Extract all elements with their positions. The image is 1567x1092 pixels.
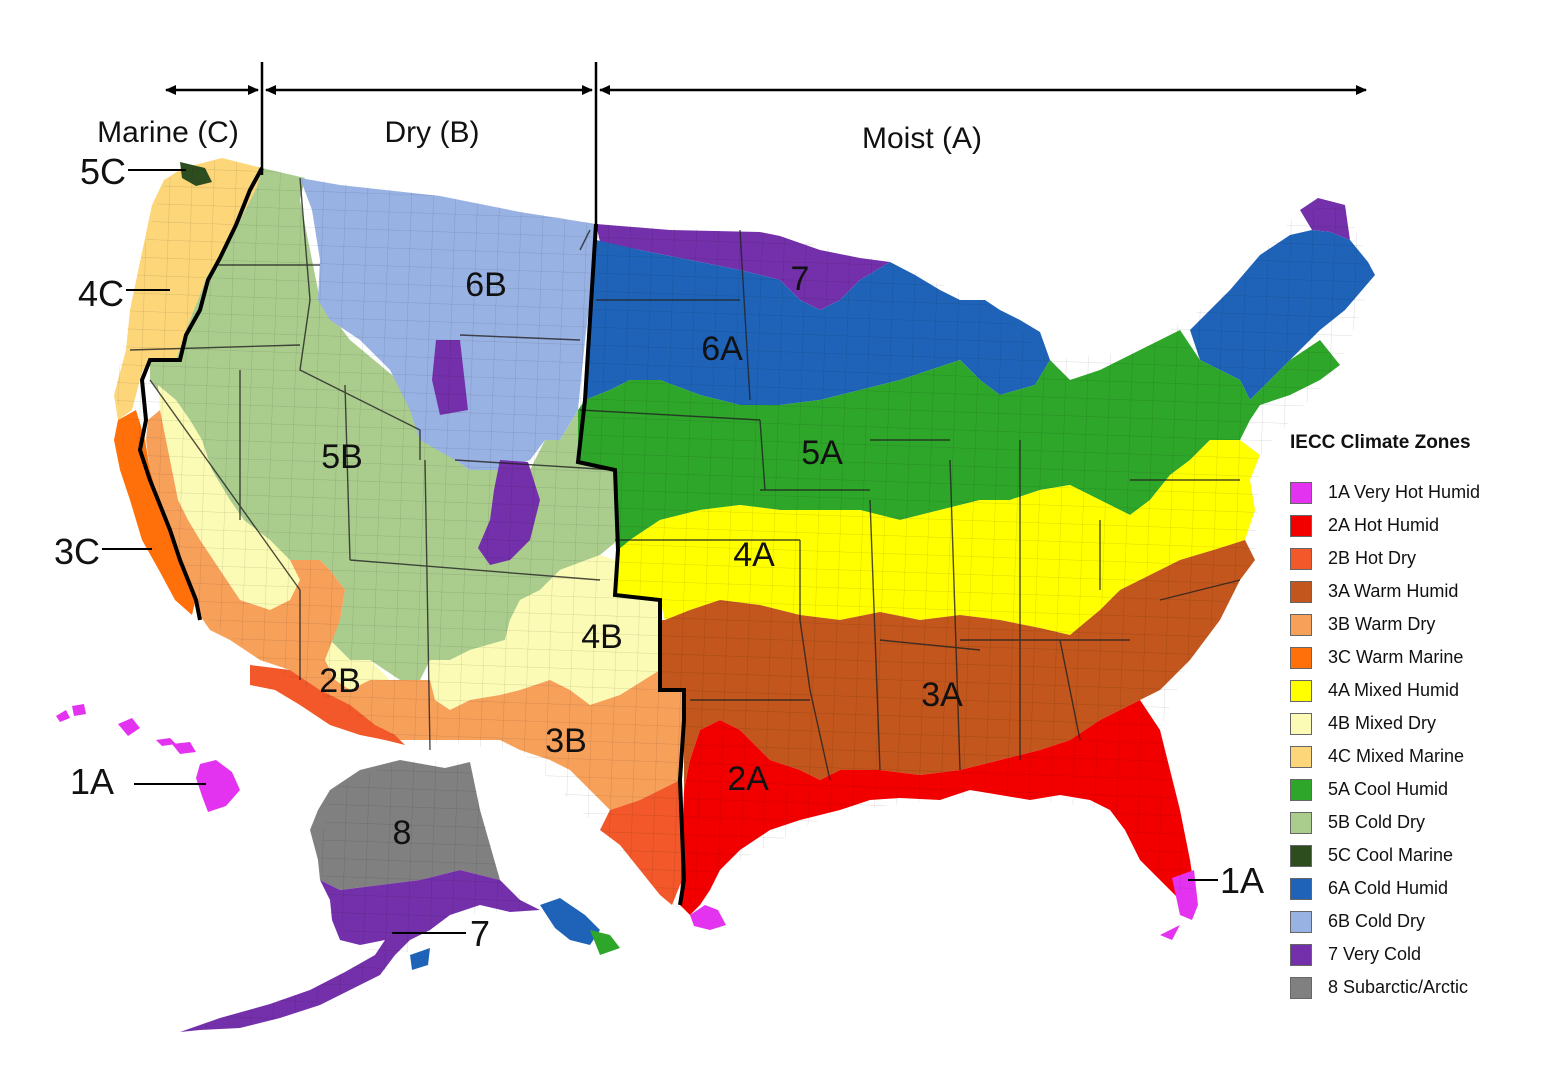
legend-label: 4B Mixed Dry: [1328, 713, 1437, 733]
legend-label: 7 Very Cold: [1328, 944, 1422, 964]
zone-label-2b: 2B: [319, 662, 361, 700]
callout-5c: 5C: [80, 151, 186, 192]
dry-region-label: Dry (B): [385, 116, 480, 149]
legend-item: 2A Hot Humid: [1290, 509, 1560, 542]
legend-item: 3A Warm Humid: [1290, 575, 1560, 608]
zone-label-4b: 4B: [581, 618, 623, 656]
legend-label: 4A Mixed Humid: [1328, 680, 1460, 700]
legend-label: 3C Warm Marine: [1328, 647, 1464, 667]
zone-label-3a: 3A: [921, 676, 963, 714]
legend-item: 4C Mixed Marine: [1290, 740, 1560, 773]
legend-label: 2A Hot Humid: [1328, 515, 1440, 535]
legend-item: 7 Very Cold: [1290, 938, 1560, 971]
legend-label: 3A Warm Humid: [1328, 581, 1459, 601]
callout-3c-label: 3C: [54, 531, 100, 572]
callout-7-alaska: 7: [392, 913, 490, 954]
zone-label-2a: 2A: [727, 760, 769, 798]
callout-3c: 3C: [54, 531, 152, 572]
alaska: [180, 760, 620, 1032]
callout-7-alaska-label: 7: [470, 913, 490, 954]
callout-4c-label: 4C: [78, 273, 124, 314]
legend-item: 3C Warm Marine: [1290, 641, 1560, 674]
callout-1a-hawaii: 1A: [70, 761, 206, 802]
legend-item: 6B Cold Dry: [1290, 905, 1560, 938]
state-boundaries: [129, 177, 1241, 781]
marine-dry-divide: [137, 167, 264, 621]
legend-title: IECC Climate Zones: [1290, 432, 1471, 453]
legend-items: 1A Very Hot Humid 2A Hot Humid 2B Hot Dry 3…: [1290, 476, 1560, 1004]
legend-swatch: [1290, 646, 1312, 669]
legend-label: 6B Cold Dry: [1328, 911, 1426, 931]
legend-item: 3B Warm Dry: [1290, 608, 1560, 641]
zone-label-8: 8: [393, 814, 412, 852]
legend-label: 2B Hot Dry: [1328, 548, 1417, 568]
zone-1a-region: [690, 870, 1198, 940]
legend-item: 1A Very Hot Humid: [1290, 476, 1560, 509]
legend-item: 4B Mixed Dry: [1290, 707, 1560, 740]
zone-label-4a: 4A: [733, 536, 775, 574]
marine-region-label: Marine (C): [97, 116, 239, 149]
legend-item: 4A Mixed Humid: [1290, 674, 1560, 707]
moist-region-label: Moist (A): [862, 122, 982, 155]
zone-label-5b: 5B: [321, 438, 363, 476]
legend-swatch: [1290, 481, 1312, 504]
legend-swatch: [1290, 745, 1312, 768]
dry-moist-divide: [575, 223, 687, 906]
legend-swatch: [1290, 580, 1312, 603]
legend-label: 8 Subarctic/Arctic: [1328, 977, 1469, 997]
zone-label-6b: 6B: [465, 266, 507, 304]
legend-item: 5A Cool Humid: [1290, 773, 1560, 806]
legend-item: 2B Hot Dry: [1290, 542, 1560, 575]
hawaii: [56, 704, 240, 812]
zone-label-5a: 5A: [801, 434, 843, 472]
legend-swatch: [1290, 712, 1312, 735]
legend-swatch: [1290, 679, 1312, 702]
legend-swatch: [1290, 613, 1312, 636]
legend-label: 3B Warm Dry: [1328, 614, 1436, 634]
legend-swatch: [1290, 547, 1312, 570]
zone-label-3b: 3B: [545, 722, 587, 760]
legend-label: 6A Cold Humid: [1328, 878, 1449, 898]
zone-3c-region: [114, 410, 196, 615]
legend-label: 5B Cold Dry: [1328, 812, 1426, 832]
callout-1a-florida-label: 1A: [1220, 860, 1264, 901]
legend: IECC Climate Zones 1A Very Hot Humid 2A H…: [1290, 432, 1560, 1004]
callout-1a-florida: 1A: [1188, 860, 1264, 901]
legend-swatch: [1290, 844, 1312, 867]
callout-4c: 4C: [78, 273, 170, 314]
legend-item: 5C Cool Marine: [1290, 839, 1560, 872]
legend-swatch: [1290, 943, 1312, 966]
callout-1a-hawaii-label: 1A: [70, 761, 114, 802]
legend-swatch: [1290, 877, 1312, 900]
legend-label: 1A Very Hot Humid: [1328, 482, 1481, 502]
legend-swatch: [1290, 778, 1312, 801]
legend-item: 5B Cold Dry: [1290, 806, 1560, 839]
zone-label-7: 7: [791, 260, 810, 298]
legend-item: 8 Subarctic/Arctic: [1290, 971, 1560, 1004]
legend-swatch: [1290, 910, 1312, 933]
region-arrows: [165, 62, 1367, 225]
legend-swatch: [1290, 514, 1312, 537]
legend-label: 4C Mixed Marine: [1328, 746, 1465, 766]
legend-swatch: [1290, 976, 1312, 999]
callout-5c-label: 5C: [80, 151, 126, 192]
legend-label: 5A Cool Humid: [1328, 779, 1449, 799]
zone-label-6a: 6A: [701, 330, 743, 368]
legend-swatch: [1290, 811, 1312, 834]
legend-label: 5C Cool Marine: [1328, 845, 1454, 865]
legend-item: 6A Cold Humid: [1290, 872, 1560, 905]
